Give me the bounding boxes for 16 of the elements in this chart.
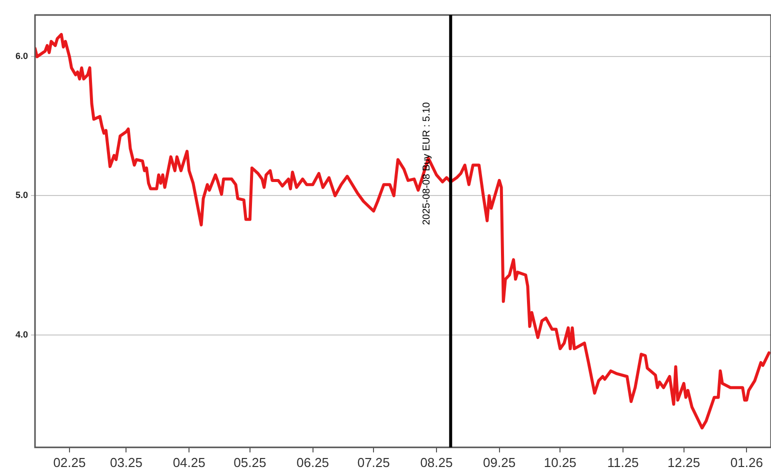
x-tick-label: 12.25 xyxy=(668,454,700,470)
x-tick-label: 10.25 xyxy=(544,454,576,470)
x-tick-label: 02.25 xyxy=(53,454,86,470)
x-tick-label: 05.25 xyxy=(234,454,266,470)
x-tick-label: 08.25 xyxy=(420,454,453,470)
x-tick-label: 04.25 xyxy=(172,454,206,470)
y-tick-label: 6.0 xyxy=(15,51,28,62)
x-tick-label: 09.25 xyxy=(483,454,516,470)
x-tick-label: 06.25 xyxy=(296,454,330,470)
y-tick-label: 4.0 xyxy=(15,329,28,340)
ref-line-label: 2025-08-08 Buy EUR : 5.10 xyxy=(421,102,432,225)
y-tick-label: 5.0 xyxy=(15,190,28,200)
x-tick-label: 07.25 xyxy=(357,454,390,470)
x-tick-label: 11.25 xyxy=(607,454,639,470)
x-tick-label: 03.25 xyxy=(110,454,143,470)
x-tick-label: 01.26 xyxy=(730,454,763,470)
